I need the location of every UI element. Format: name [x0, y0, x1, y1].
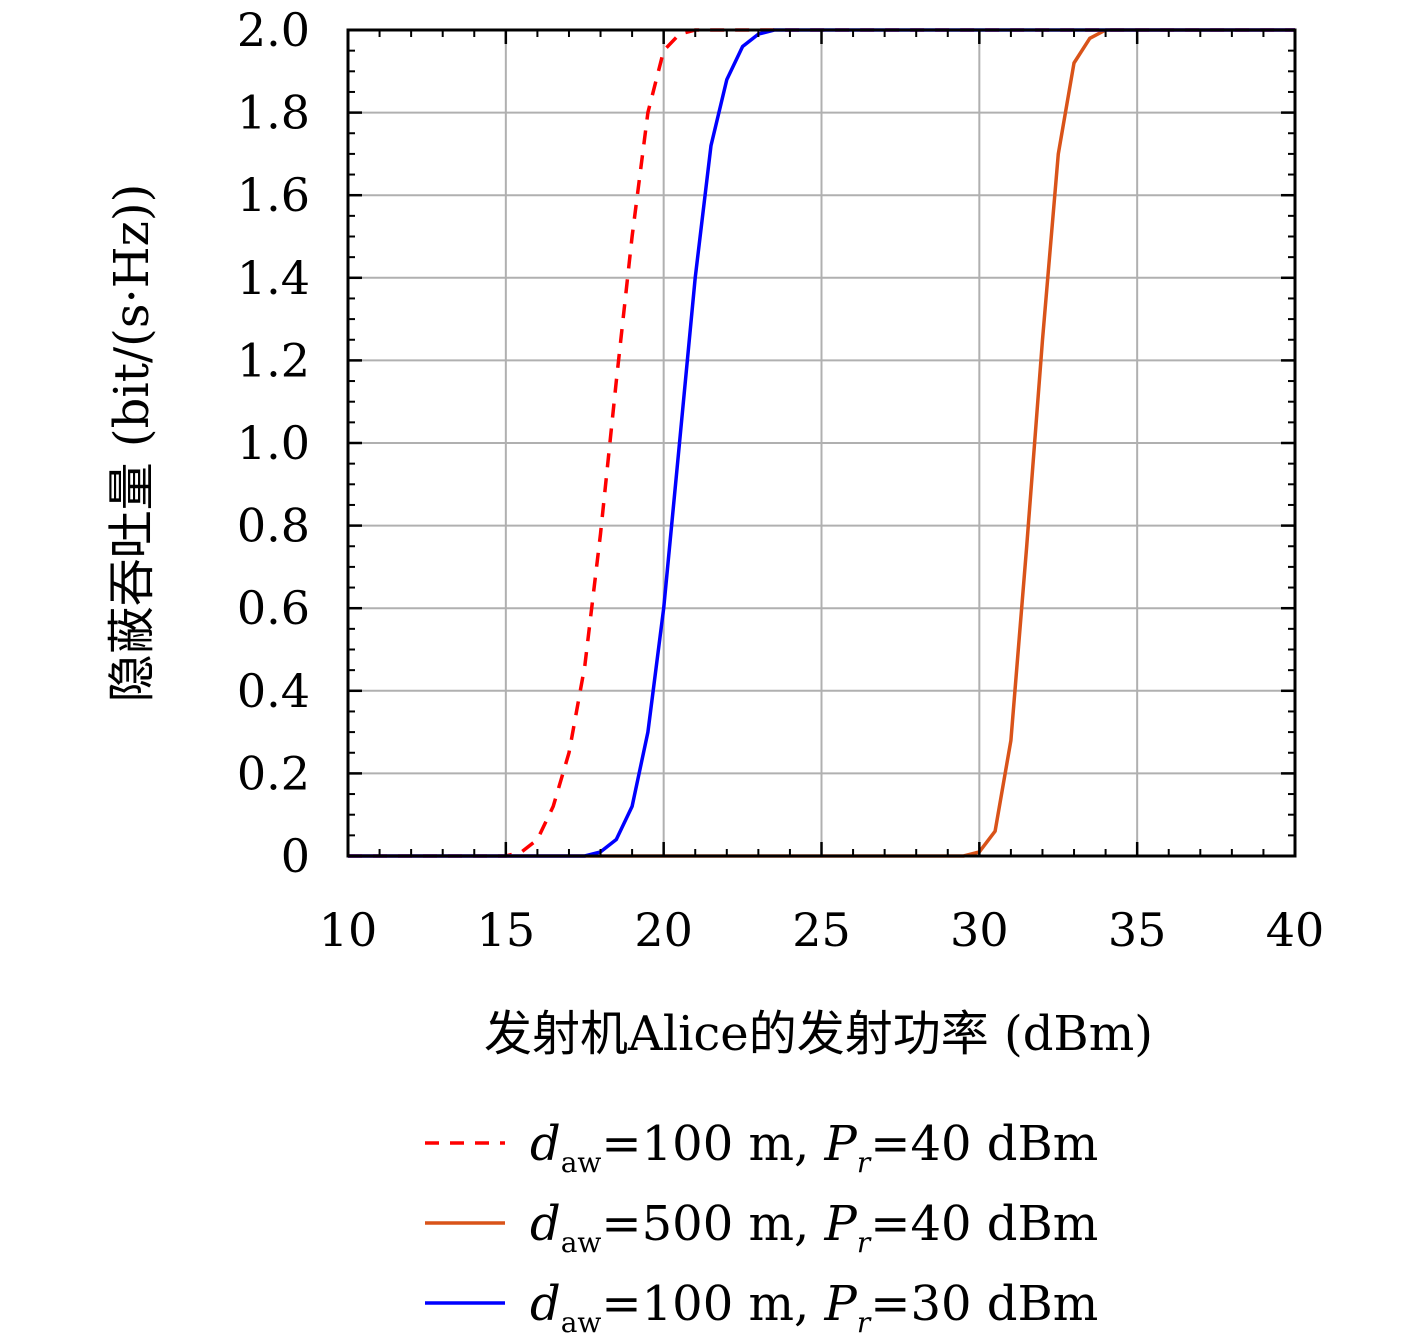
- y-tick-label: 1.6: [237, 168, 310, 222]
- legend-label-1: daw=100 m, Pr=40 dBm: [530, 1116, 1098, 1179]
- x-tick-label: 10: [319, 903, 378, 957]
- legend-label-part: P: [824, 1276, 858, 1332]
- legend-label-part: =100 m,: [601, 1116, 824, 1172]
- legend-label-part: aw: [561, 1306, 602, 1339]
- y-tick-label: 0.8: [237, 499, 310, 553]
- tick-labels: 10 15 20 25 30 35 40 0 0.2 0.4 0.6 0.8 1.0 1.2 1.4 1.6 1…: [237, 3, 1324, 957]
- y-tick-label: 0.6: [237, 581, 310, 635]
- legend-label-part: r: [857, 1146, 872, 1179]
- y-tick-label: 0.2: [237, 746, 310, 800]
- legend-label-part: =40 dBm: [870, 1196, 1098, 1252]
- y-tick-label: 0.4: [237, 664, 310, 718]
- x-tick-label: 15: [477, 903, 536, 957]
- legend-label-part: r: [857, 1226, 872, 1259]
- legend-label-part: aw: [561, 1146, 602, 1179]
- legend-label-part: =100 m,: [601, 1276, 824, 1332]
- x-tick-label: 30: [950, 903, 1009, 957]
- x-tick-label: 20: [634, 903, 693, 957]
- y-tick-label: 1.4: [237, 251, 310, 305]
- x-tick-label: 40: [1266, 903, 1325, 957]
- y-tick-label: 1.0: [237, 416, 310, 470]
- legend-label-part: P: [824, 1116, 858, 1172]
- legend-label-part: aw: [561, 1226, 602, 1259]
- x-axis-title: 发射机Alice的发射功率 (dBm): [484, 1006, 1153, 1062]
- y-tick-label: 1.8: [237, 86, 310, 140]
- legend-label-part: =40 dBm: [870, 1116, 1098, 1172]
- y-tick-label: 0: [281, 829, 310, 883]
- ticks: [346, 28, 1297, 858]
- legend-label-part: d: [530, 1116, 561, 1172]
- grid: [347, 29, 1296, 857]
- series-line-3: [348, 28, 1295, 858]
- legend-label-part: d: [530, 1196, 561, 1252]
- legend-label-3: daw=100 m, Pr=30 dBm: [530, 1276, 1098, 1339]
- legend-label-2: daw=500 m, Pr=40 dBm: [530, 1196, 1098, 1259]
- series-line-1: [348, 28, 1295, 858]
- legend-label-part: P: [824, 1196, 858, 1252]
- y-tick-label: 1.2: [237, 333, 310, 387]
- y-axis-title: 隐蔽吞吐量 (bit/(s·Hz)): [104, 184, 160, 703]
- legend-label-part: =30 dBm: [870, 1276, 1098, 1332]
- legend-label-part: r: [857, 1306, 872, 1339]
- x-tick-label: 35: [1108, 903, 1167, 957]
- legend-label-part: d: [530, 1276, 561, 1332]
- x-tick-label: 25: [792, 903, 851, 957]
- y-tick-label: 2.0: [237, 3, 310, 57]
- legend-label-part: =500 m,: [601, 1196, 824, 1252]
